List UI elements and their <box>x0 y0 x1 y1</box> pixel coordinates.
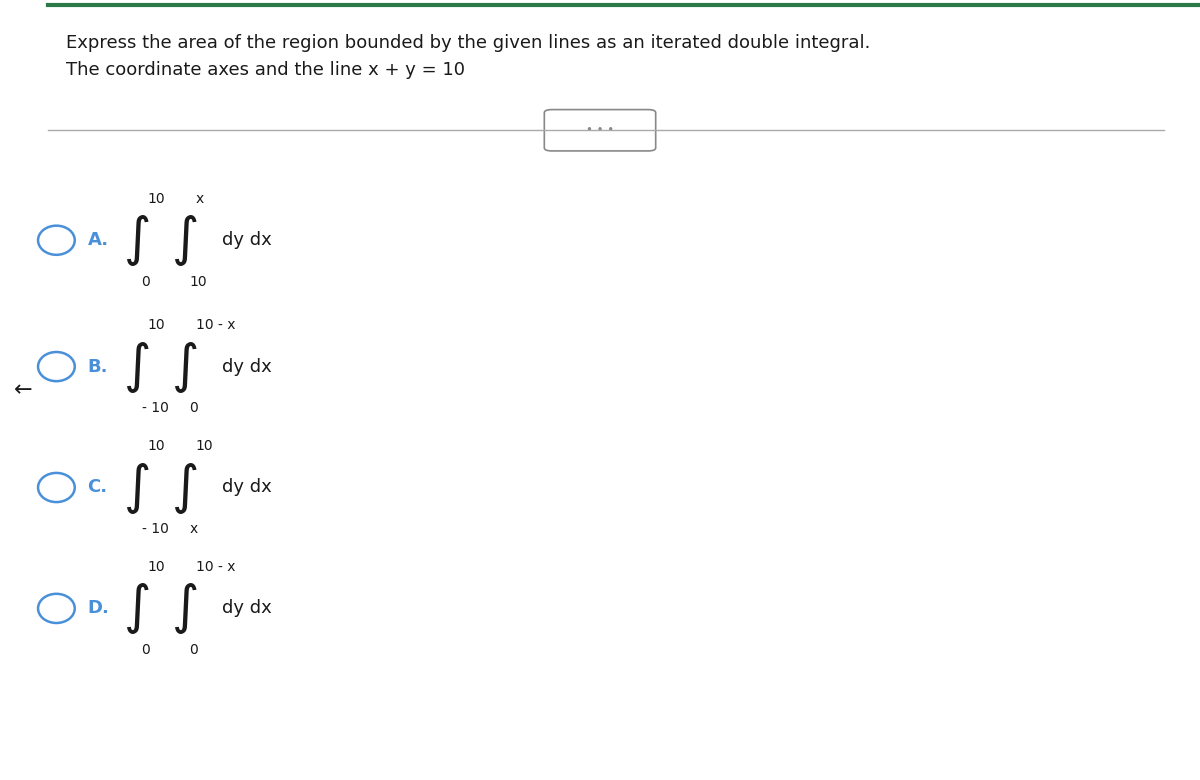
Text: A.: A. <box>88 231 109 250</box>
Text: 10: 10 <box>196 439 214 453</box>
Text: ∫: ∫ <box>125 583 151 634</box>
Text: Express the area of the region bounded by the given lines as an iterated double : Express the area of the region bounded b… <box>66 34 870 52</box>
Text: x: x <box>190 522 198 536</box>
Text: dy dx: dy dx <box>222 231 271 250</box>
Text: 10: 10 <box>148 439 166 453</box>
Text: 10: 10 <box>148 192 166 206</box>
Text: 10 - x: 10 - x <box>196 560 235 574</box>
Text: 0: 0 <box>142 275 150 289</box>
Text: ∫: ∫ <box>173 215 199 266</box>
Text: B.: B. <box>88 357 108 376</box>
Text: ∫: ∫ <box>125 341 151 392</box>
Text: - 10: - 10 <box>142 522 168 536</box>
Text: 10: 10 <box>148 318 166 332</box>
Text: C.: C. <box>88 478 108 497</box>
Text: ∫: ∫ <box>173 583 199 634</box>
Text: dy dx: dy dx <box>222 599 271 618</box>
Text: ∫: ∫ <box>125 215 151 266</box>
Text: 10: 10 <box>148 560 166 574</box>
Text: x: x <box>196 192 204 206</box>
FancyBboxPatch shape <box>545 110 655 151</box>
Text: dy dx: dy dx <box>222 478 271 497</box>
Text: - 10: - 10 <box>142 401 168 415</box>
Text: 0: 0 <box>190 401 198 415</box>
Text: 10 - x: 10 - x <box>196 318 235 332</box>
Text: D.: D. <box>88 599 109 618</box>
Text: ∫: ∫ <box>173 462 199 513</box>
Text: ∫: ∫ <box>173 341 199 392</box>
Text: 10: 10 <box>190 275 208 289</box>
Text: 0: 0 <box>190 643 198 657</box>
Text: ←: ← <box>14 380 34 400</box>
Text: dy dx: dy dx <box>222 357 271 376</box>
Text: ∫: ∫ <box>125 462 151 513</box>
Text: The coordinate axes and the line x + y = 10: The coordinate axes and the line x + y =… <box>66 61 466 80</box>
Text: • • •: • • • <box>586 124 614 136</box>
Text: 0: 0 <box>142 643 150 657</box>
